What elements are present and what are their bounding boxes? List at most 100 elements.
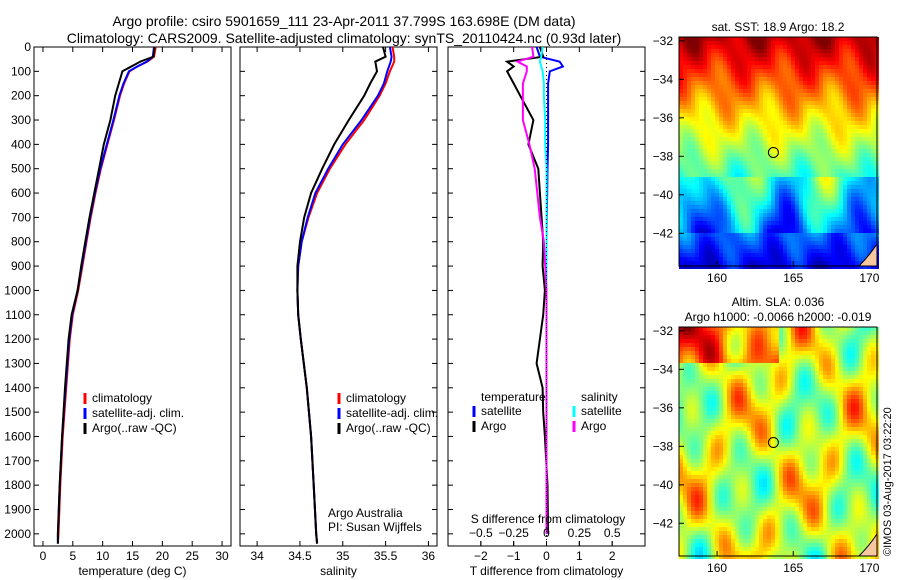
map-cell xyxy=(847,399,851,403)
map-cell xyxy=(855,225,859,229)
map-cell xyxy=(775,391,779,395)
map-cell xyxy=(727,209,731,213)
map-cell xyxy=(751,85,755,89)
map-cell xyxy=(703,435,707,439)
map-cell xyxy=(699,105,703,109)
map-cell xyxy=(827,129,831,133)
map-cell xyxy=(791,81,795,85)
map-cell xyxy=(799,61,803,65)
map-cell xyxy=(791,165,795,169)
map-cell xyxy=(775,157,779,161)
map-cell xyxy=(747,89,751,93)
map-cell xyxy=(751,49,755,53)
map-cell xyxy=(707,339,711,343)
map-cell xyxy=(847,149,851,153)
map-cell xyxy=(727,81,731,85)
map-cell xyxy=(775,153,779,157)
map-cell xyxy=(871,379,875,383)
map-cell xyxy=(843,177,847,181)
map-cell xyxy=(795,471,799,475)
map-cell xyxy=(731,181,735,185)
map-cell xyxy=(751,169,755,173)
map-cell xyxy=(819,261,823,265)
map-cell xyxy=(723,181,727,185)
map-cell xyxy=(755,153,759,157)
y-tick-label: 300 xyxy=(11,113,31,127)
map-cell xyxy=(691,197,695,201)
map-cell xyxy=(863,173,867,177)
map-cell xyxy=(795,257,799,261)
map-cell xyxy=(691,451,695,455)
map-cell xyxy=(759,49,763,53)
map-cell xyxy=(779,185,783,189)
map-cell xyxy=(799,411,803,415)
map-cell xyxy=(827,153,831,157)
map-cell xyxy=(787,189,791,193)
map-cell xyxy=(683,383,687,387)
map-cell xyxy=(679,49,683,53)
series-line-t-argo xyxy=(504,46,550,534)
map-cell xyxy=(871,181,875,185)
map-cell xyxy=(787,367,791,371)
map-cell xyxy=(855,145,859,149)
map-cell xyxy=(851,261,855,265)
map-cell xyxy=(759,419,763,423)
map-cell xyxy=(715,371,719,375)
map-cell xyxy=(723,153,727,157)
legend-label: satellite xyxy=(481,404,522,418)
map-cell xyxy=(843,109,847,113)
map-cell xyxy=(831,121,835,125)
map-cell xyxy=(811,375,815,379)
map-cell xyxy=(863,229,867,233)
map-cell xyxy=(711,261,715,265)
map-cell xyxy=(775,447,779,451)
map-cell xyxy=(783,455,787,459)
map-cell xyxy=(715,145,719,149)
map-cell xyxy=(771,399,775,403)
map-cell xyxy=(823,69,827,73)
map-cell xyxy=(827,149,831,153)
map-cell xyxy=(855,57,859,61)
map-cell xyxy=(759,81,763,85)
map-cell xyxy=(843,367,847,371)
map-cell xyxy=(867,407,871,411)
map-cell xyxy=(699,129,703,133)
x-tick-label: 10 xyxy=(96,549,110,563)
map-cell xyxy=(767,435,771,439)
map-cell xyxy=(711,257,715,261)
map-cell xyxy=(807,101,811,105)
map-cell xyxy=(839,225,843,229)
map-cell xyxy=(679,81,683,85)
map-cell xyxy=(783,229,787,233)
map-cell xyxy=(819,435,823,439)
map-cell xyxy=(851,141,855,145)
map-cell xyxy=(799,221,803,225)
map-cell xyxy=(803,371,807,375)
map-cell xyxy=(727,327,731,331)
map-cell xyxy=(715,387,719,391)
map-cell xyxy=(859,419,863,423)
map-cell xyxy=(759,427,763,431)
map-cell xyxy=(835,117,839,121)
map-cell xyxy=(803,403,807,407)
map-cell xyxy=(823,249,827,253)
map-cell xyxy=(683,185,687,189)
map-cell xyxy=(827,225,831,229)
map-cell xyxy=(759,217,763,221)
map-cell xyxy=(783,181,787,185)
map-cell xyxy=(835,253,839,257)
map-cell xyxy=(787,415,791,419)
map-cell xyxy=(799,93,803,97)
map-cell xyxy=(835,85,839,89)
map-cell xyxy=(803,69,807,73)
map-cell xyxy=(687,213,691,217)
map-cell xyxy=(811,181,815,185)
map-cell xyxy=(791,109,795,113)
map-cell xyxy=(723,173,727,177)
map-cell xyxy=(819,265,823,269)
map-cell xyxy=(795,335,799,339)
map-cell xyxy=(687,363,691,367)
map-cell xyxy=(679,233,683,237)
map-cell xyxy=(847,133,851,137)
map-cell xyxy=(743,205,747,209)
